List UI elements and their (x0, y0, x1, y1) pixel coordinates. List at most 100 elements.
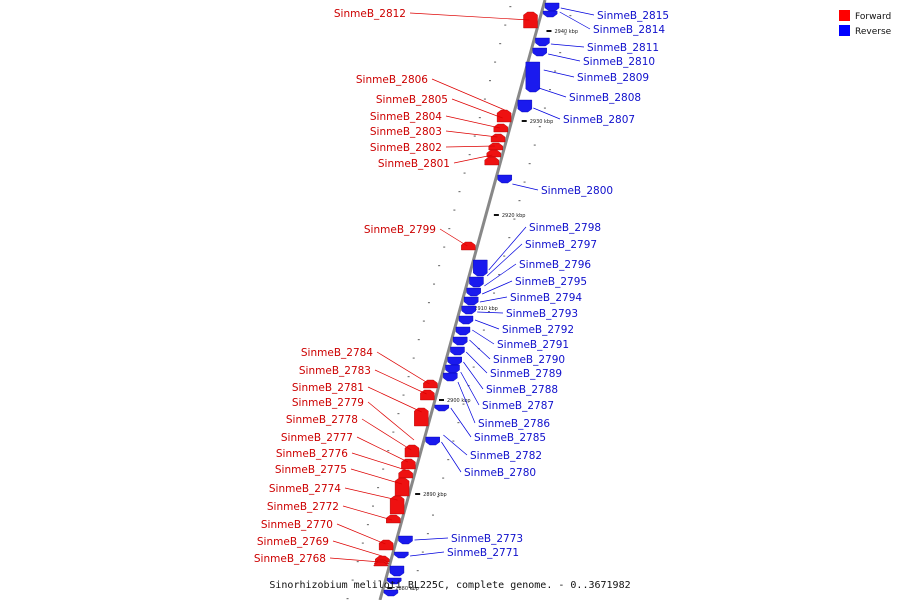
forward-gene-label[interactable]: SinmeB_2770 (261, 519, 333, 531)
reverse-gene-block[interactable] (453, 336, 468, 346)
forward-gene-label[interactable]: SinmeB_2806 (356, 74, 428, 86)
reverse-gene-label[interactable]: SinmeB_2798 (529, 222, 601, 234)
reverse-gene-label[interactable]: SinmeB_2771 (447, 547, 519, 559)
reverse-gene-label[interactable]: SinmeB_2785 (474, 432, 546, 444)
reverse-gene-block[interactable] (535, 37, 550, 47)
forward-gene-label[interactable]: SinmeB_2799 (364, 224, 436, 236)
reverse-gene-label[interactable]: SinmeB_2790 (493, 354, 565, 366)
forward-gene-label[interactable]: SinmeB_2812 (334, 8, 406, 20)
reverse-gene-block[interactable] (455, 326, 471, 336)
reverse-gene-block[interactable] (466, 287, 481, 297)
forward-gene-block[interactable] (378, 539, 394, 551)
reverse-gene-label[interactable]: SinmeB_2795 (515, 276, 587, 288)
reverse-gene-label[interactable]: SinmeB_2789 (490, 368, 562, 380)
reverse-gene-label[interactable]: SinmeB_2814 (593, 24, 665, 36)
minor-tick (493, 292, 496, 294)
reverse-gene-block[interactable] (542, 10, 558, 18)
reverse-gene-block[interactable] (458, 315, 474, 325)
reverse-gene-label[interactable]: SinmeB_2786 (478, 418, 550, 430)
reverse-gene-label[interactable]: SinmeB_2811 (587, 42, 659, 54)
forward-gene-label[interactable]: SinmeB_2803 (370, 126, 442, 138)
forward-gene-block[interactable] (496, 109, 512, 123)
forward-gene-block[interactable] (461, 241, 476, 251)
forward-gene-label[interactable]: SinmeB_2804 (370, 111, 442, 123)
reverse-gene-block[interactable] (544, 2, 560, 12)
reverse-gene-block[interactable] (469, 276, 484, 288)
reverse-gene-block[interactable] (445, 364, 460, 374)
reverse-gene-label[interactable]: SinmeB_2792 (502, 324, 574, 336)
reverse-gene-block[interactable] (532, 47, 547, 57)
forward-gene-label[interactable]: SinmeB_2781 (292, 382, 364, 394)
reverse-gene-label[interactable]: SinmeB_2782 (470, 450, 542, 462)
forward-gene-block[interactable] (423, 379, 438, 389)
forward-gene-label[interactable]: SinmeB_2783 (299, 365, 371, 377)
forward-gene-label[interactable]: SinmeB_2778 (286, 414, 358, 426)
reverse-gene-block[interactable] (434, 404, 449, 412)
forward-gene-block[interactable] (420, 389, 435, 401)
reverse-gene-label[interactable]: SinmeB_2787 (482, 400, 554, 412)
reverse-gene-label[interactable]: SinmeB_2791 (497, 339, 569, 351)
forward-gene-label[interactable]: SinmeB_2775 (275, 464, 347, 476)
forward-gene-label[interactable]: SinmeB_2779 (292, 397, 364, 409)
forward-gene-label[interactable]: SinmeB_2776 (276, 448, 348, 460)
minor-tick (443, 246, 446, 248)
reverse-gene-label[interactable]: SinmeB_2808 (569, 92, 641, 104)
reverse-gene-block[interactable] (525, 61, 541, 93)
legend-forward-swatch (839, 10, 850, 21)
reverse-gene-block[interactable] (461, 305, 476, 315)
forward-gene-label[interactable]: SinmeB_2802 (370, 142, 442, 154)
reverse-gene-label[interactable]: SinmeB_2800 (541, 185, 613, 197)
forward-gene-block[interactable] (484, 156, 499, 166)
forward-gene-block[interactable] (488, 142, 503, 151)
forward-gene-label[interactable]: SinmeB_2772 (267, 501, 339, 513)
forward-gene-block[interactable] (386, 514, 401, 524)
minor-tick (523, 181, 526, 183)
forward-label-leader (356, 436, 409, 463)
reverse-gene-label[interactable]: SinmeB_2794 (510, 292, 582, 304)
forward-gene-block[interactable] (493, 123, 508, 133)
reverse-gene-label[interactable]: SinmeB_2788 (486, 384, 558, 396)
forward-gene-label[interactable]: SinmeB_2774 (269, 483, 341, 495)
forward-gene-block[interactable] (414, 407, 429, 427)
reverse-gene-block[interactable] (443, 372, 458, 382)
reverse-gene-label[interactable]: SinmeB_2797 (525, 239, 597, 251)
forward-gene-label[interactable]: SinmeB_2769 (257, 536, 329, 548)
forward-gene-block[interactable] (398, 469, 413, 479)
reverse-gene-block[interactable] (497, 174, 512, 184)
reverse-gene-block[interactable] (517, 99, 533, 113)
reverse-gene-label[interactable]: SinmeB_2796 (519, 259, 591, 271)
minor-tick (387, 450, 390, 452)
reverse-gene-block[interactable] (473, 259, 488, 277)
forward-gene-label[interactable]: SinmeB_2777 (281, 432, 353, 444)
minor-tick (503, 255, 506, 257)
minor-tick (448, 228, 451, 230)
reverse-gene-block[interactable] (398, 535, 413, 545)
reverse-gene-block[interactable] (387, 577, 402, 585)
reverse-gene-block[interactable] (447, 356, 462, 366)
forward-gene-block[interactable] (490, 133, 506, 143)
reverse-gene-block[interactable] (464, 296, 479, 306)
reverse-gene-label[interactable]: SinmeB_2809 (577, 72, 649, 84)
reverse-gene-label[interactable]: SinmeB_2815 (597, 10, 669, 22)
reverse-gene-block[interactable] (383, 589, 399, 597)
forward-gene-label[interactable]: SinmeB_2805 (376, 94, 448, 106)
reverse-gene-label[interactable]: SinmeB_2810 (583, 56, 655, 68)
forward-gene-label[interactable]: SinmeB_2784 (301, 347, 373, 359)
reverse-gene-label[interactable]: SinmeB_2807 (563, 114, 635, 126)
forward-gene-block[interactable] (523, 11, 538, 29)
reverse-gene-block[interactable] (394, 551, 409, 559)
reverse-gene-block[interactable] (450, 346, 465, 356)
forward-gene-block[interactable] (394, 477, 410, 497)
minor-tick (416, 570, 419, 572)
reverse-gene-block[interactable] (389, 565, 405, 577)
forward-gene-block[interactable] (401, 458, 416, 470)
forward-gene-label[interactable]: SinmeB_2768 (254, 553, 326, 565)
forward-gene-block[interactable] (373, 561, 389, 567)
reverse-gene-label[interactable]: SinmeB_2780 (464, 467, 536, 479)
reverse-gene-block[interactable] (425, 436, 440, 446)
reverse-gene-label[interactable]: SinmeB_2793 (506, 308, 578, 320)
forward-gene-block[interactable] (389, 495, 405, 515)
forward-gene-block[interactable] (404, 444, 420, 458)
forward-gene-label[interactable]: SinmeB_2801 (378, 158, 450, 170)
reverse-gene-label[interactable]: SinmeB_2773 (451, 533, 523, 545)
